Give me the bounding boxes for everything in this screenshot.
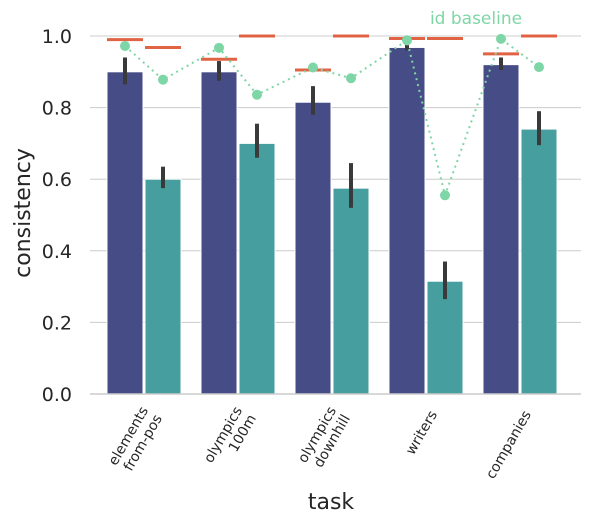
y-tick-label: 1.0 [42, 26, 72, 48]
bar [238, 142, 276, 395]
id-baseline-line [124, 37, 540, 199]
x-tick-label: olympicsdownhill [295, 404, 354, 474]
error-bars [123, 44, 541, 300]
bar [106, 71, 144, 395]
id-baseline-point [534, 62, 544, 73]
id-baseline-point [308, 62, 318, 73]
x-tick-label-line: companies [483, 408, 535, 482]
y-axis-title: consistency [11, 148, 36, 278]
id-baseline-point [120, 41, 130, 52]
id-baseline-point [158, 74, 168, 85]
y-tick-labels: 0.0 0.2 0.4 0.6 0.8 1.0 [42, 26, 72, 406]
x-tick-label: olympics100m [201, 404, 260, 474]
bars [106, 46, 558, 395]
bar [520, 128, 558, 395]
baseline-dashes [107, 34, 557, 72]
x-axis-title: task [308, 490, 355, 515]
id-baseline-point [496, 33, 506, 44]
x-tick-labels: elementsfrom-pos olympics100m olympicsdown… [106, 404, 535, 482]
y-tick-label: 0.0 [42, 384, 72, 406]
bar [294, 101, 332, 395]
x-tick-label: writers [403, 408, 441, 458]
x-tick-label: companies [483, 408, 535, 482]
id-baseline-label: id baseline [430, 9, 522, 29]
id-baseline-point [440, 190, 450, 201]
id-baseline-point [252, 89, 262, 100]
x-tick-label: elementsfrom-pos [106, 404, 166, 476]
bar [482, 64, 520, 395]
id-baseline-point [214, 42, 224, 53]
y-tick-label: 0.2 [42, 312, 72, 334]
bar [388, 46, 426, 395]
y-tick-label: 0.8 [42, 98, 72, 120]
bar [332, 187, 370, 395]
y-tick-label: 0.6 [42, 169, 72, 191]
id-baseline-series [120, 33, 544, 201]
id-baseline-point [346, 73, 356, 84]
bar [200, 71, 238, 395]
x-tick-label-line: writers [403, 408, 441, 458]
id-baseline-point [402, 35, 412, 46]
bar [144, 178, 182, 395]
y-tick-label: 0.4 [42, 241, 72, 263]
